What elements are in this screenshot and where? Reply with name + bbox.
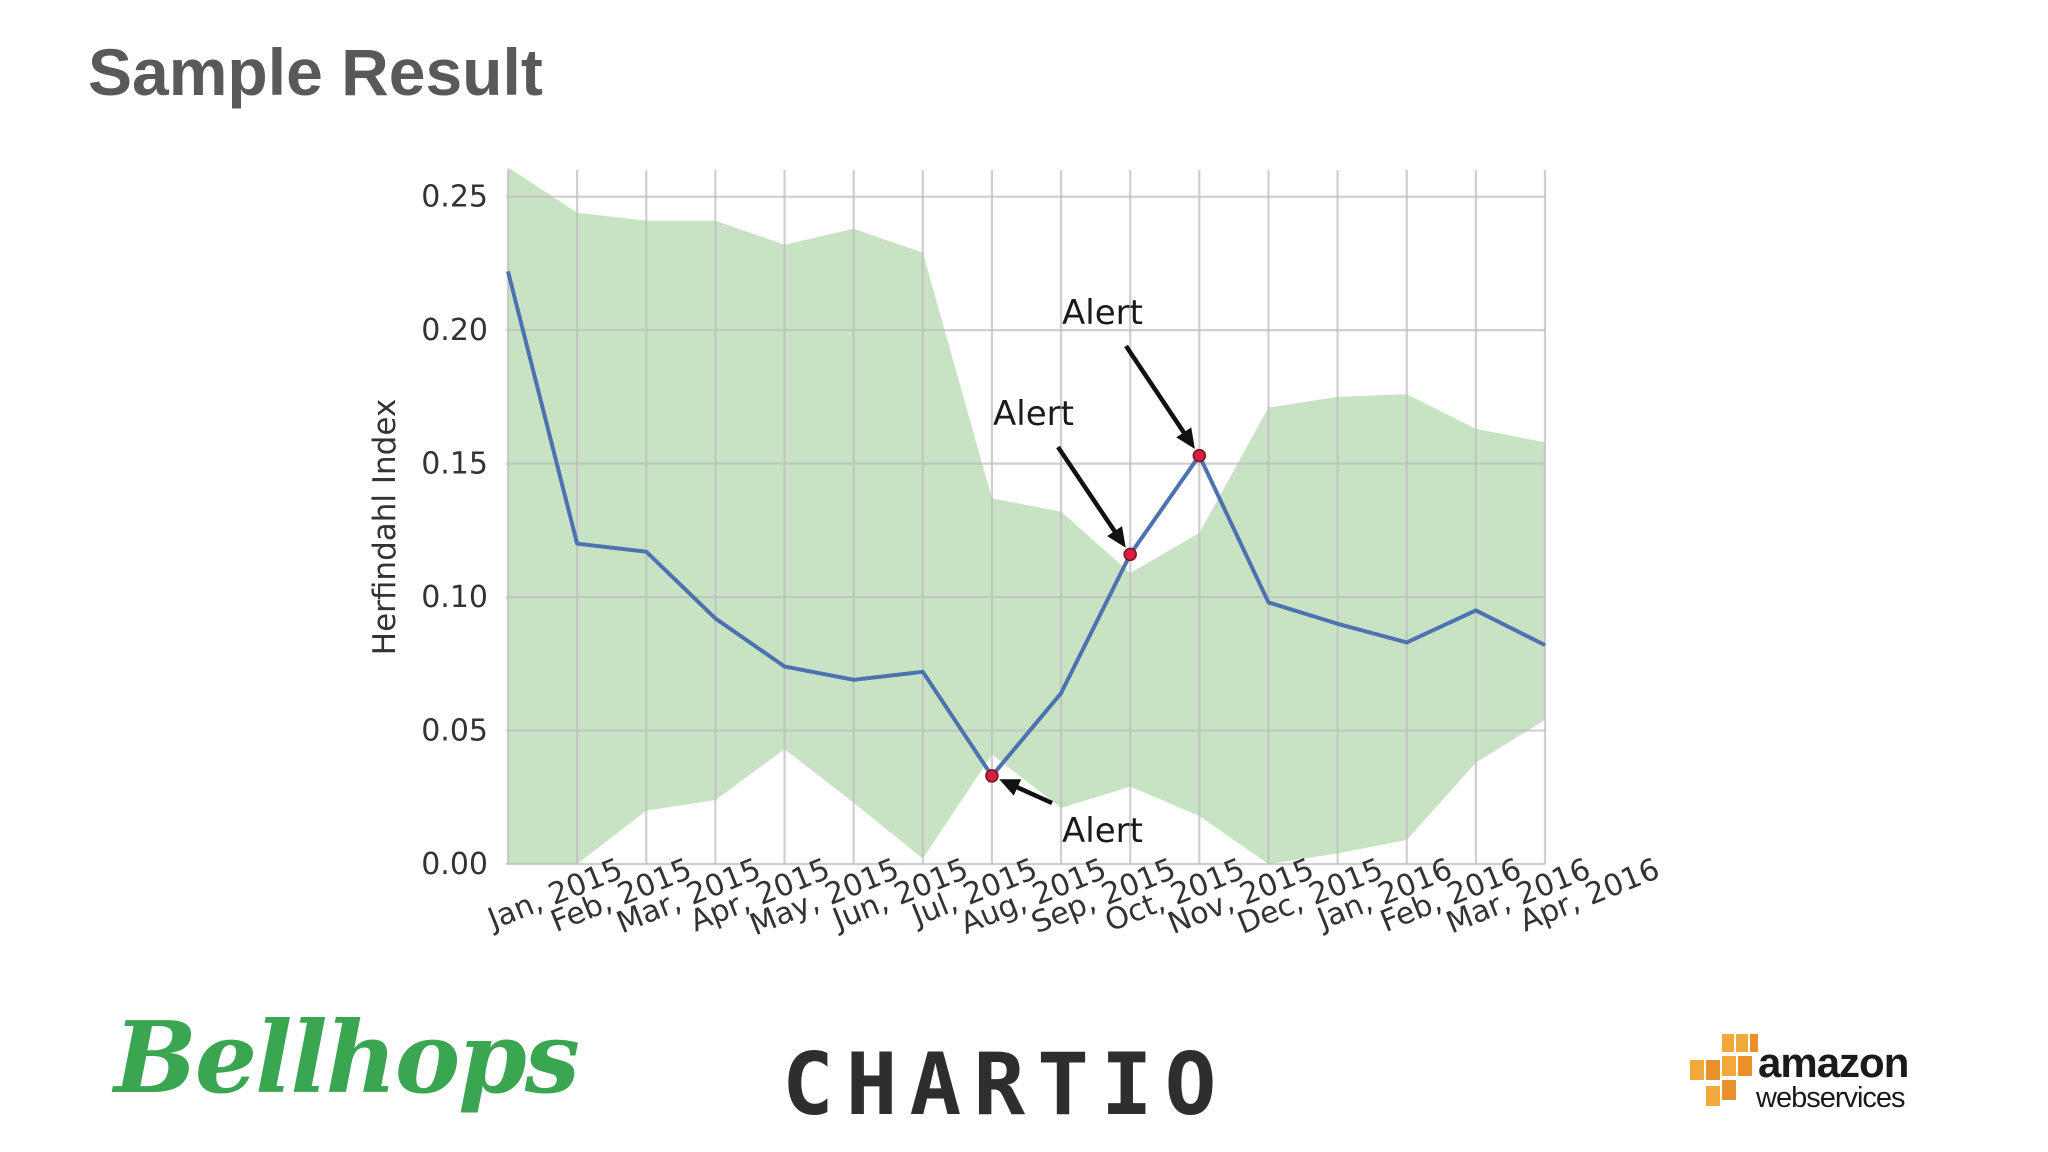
alert-arrow — [1124, 344, 1189, 439]
alert-arrow-head — [999, 779, 1022, 796]
chartio-logo: CHARTIO — [782, 1035, 1229, 1135]
y-tick-label: 0.15 — [421, 447, 488, 482]
bellhops-logo: Bellhops — [114, 1001, 580, 1116]
alert-arrow-head — [1107, 526, 1126, 548]
aws-subtitle: webservices — [1756, 1082, 1906, 1114]
alert-arrow — [1011, 782, 1053, 806]
aws-logo: amazon webservices — [1688, 1030, 1918, 1120]
alert-annotation-label: Alert — [1062, 811, 1143, 851]
y-axis-label: Herfindahl Index — [367, 399, 403, 655]
aws-cubes-icon — [1690, 1034, 1762, 1106]
series-line — [506, 270, 1546, 778]
alert-marker — [1192, 448, 1207, 463]
alert-arrow-head — [1176, 427, 1195, 449]
confidence-band — [508, 167, 1545, 865]
y-tick-label: 0.10 — [421, 580, 488, 615]
alert-arrow — [1056, 445, 1120, 538]
y-tick-label: 0.25 — [421, 180, 488, 215]
slide-title: Sample Result — [88, 35, 543, 109]
herfindahl-chart: Alert Alert Alert 0.00 0.05 0.10 0.15 0.20 0.25… — [367, 167, 1665, 943]
y-tick-label: 0.20 — [421, 313, 488, 348]
alert-marker — [985, 769, 999, 783]
alert-annotation-label: Alert — [993, 394, 1074, 434]
alert-annotation-label: Alert — [1062, 293, 1143, 333]
y-tick-label: 0.00 — [421, 847, 488, 882]
aws-wordmark: amazon — [1758, 1039, 1909, 1086]
alert-marker — [1123, 547, 1137, 562]
y-tick-label: 0.05 — [421, 714, 488, 749]
